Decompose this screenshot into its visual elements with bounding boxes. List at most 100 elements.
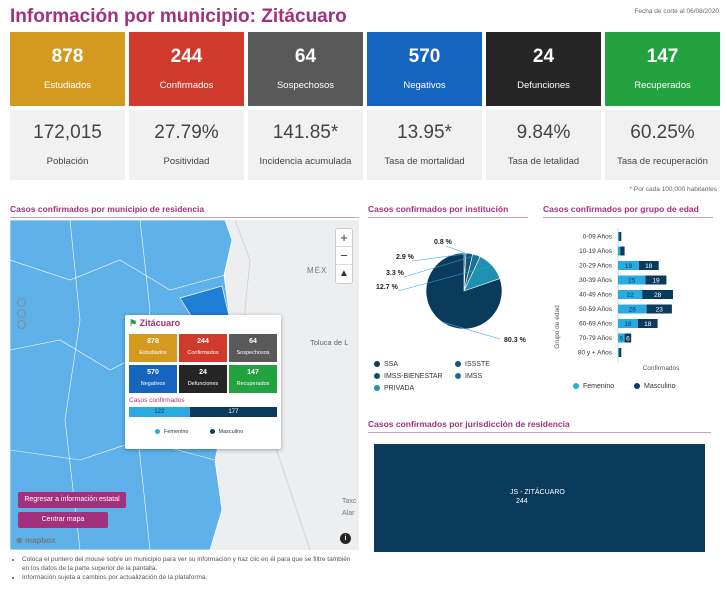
legend-label: ISSSTE bbox=[465, 361, 490, 368]
fem-bar[interactable] bbox=[618, 333, 625, 343]
stat-recuperacion: 60.25% Tasa de recuperación bbox=[605, 110, 720, 180]
popup-sex-bar: 122 177 bbox=[129, 407, 277, 417]
card-label: Recuperados bbox=[634, 80, 691, 91]
legend-imss-bienestar[interactable]: IMSS-BIENESTAR bbox=[374, 373, 443, 380]
regresar-button[interactable]: Regresar a información estatal bbox=[18, 492, 126, 508]
popup-card-value: 570 bbox=[147, 369, 159, 376]
fem-bar[interactable] bbox=[618, 246, 621, 256]
card-recuperados: 147 Recuperados bbox=[605, 32, 720, 106]
card-negativos: 570 Negativos bbox=[367, 32, 482, 106]
popup-fem-bar: 122 bbox=[129, 407, 190, 417]
masc-bar[interactable] bbox=[645, 275, 667, 285]
stat-letalidad: 9.84% Tasa de letalidad bbox=[486, 110, 601, 180]
issste-dot-icon bbox=[455, 361, 461, 368]
card-value: 24 bbox=[532, 46, 555, 67]
pie-leader-line bbox=[403, 254, 477, 278]
masc-bar-label: 6 bbox=[626, 336, 630, 343]
fem-bar[interactable] bbox=[618, 348, 620, 357]
imss-bienestar-dot-icon bbox=[374, 373, 380, 380]
card-value: 570 bbox=[408, 46, 441, 67]
pie-label-0: 0.8 % bbox=[434, 239, 453, 246]
imss-dot-icon bbox=[455, 373, 461, 380]
stat-label: Positividad bbox=[163, 156, 210, 167]
legend-label: IMSS bbox=[465, 373, 483, 380]
popup-card-value: 878 bbox=[147, 338, 159, 345]
pie-label-2: 3.3 % bbox=[386, 270, 405, 277]
masc-bar[interactable] bbox=[619, 348, 622, 357]
fem-bar-label: 19 bbox=[625, 263, 633, 270]
fem-bar-label: 18 bbox=[624, 321, 632, 328]
footer-notes: Coloca el puntero del mouse sobre un mun… bbox=[16, 555, 352, 582]
card-label: Confirmados bbox=[159, 80, 214, 91]
masc-bar[interactable] bbox=[619, 232, 622, 241]
institucion-pie-chart: 0.8 % 2.9 % 3.3 % 12.7 % 80.3 % bbox=[376, 239, 527, 344]
cutoff-date: Fecha de corte al 06/08/2020 bbox=[634, 8, 719, 15]
municipality-popup: ⚑ Zitácuaro 878 Estudiados 244 Confirmad… bbox=[125, 315, 281, 449]
edad-y-axis-label: Grupo de edad bbox=[554, 305, 561, 349]
mapbox-attribution[interactable]: ⊛ mapbox bbox=[16, 536, 56, 545]
age-group-label: 80 y + Años bbox=[578, 350, 613, 357]
municipality-map[interactable]: MÉX Toluca de L Taxc Alar + − ▲ ⚑ Zitácu… bbox=[10, 220, 359, 550]
femenino-dot-icon bbox=[573, 383, 579, 390]
legend-label: IMSS-BIENESTAR bbox=[384, 373, 443, 380]
fem-bar[interactable] bbox=[618, 261, 639, 270]
map-marker[interactable] bbox=[17, 298, 26, 329]
popup-card-value: 244 bbox=[197, 338, 209, 345]
fem-bar[interactable] bbox=[618, 304, 647, 314]
jurisdiccion-treemap[interactable]: JS - ZITÁCUARO 244 bbox=[374, 444, 705, 552]
masc-bar[interactable] bbox=[638, 261, 659, 270]
fem-bar[interactable] bbox=[618, 232, 620, 241]
page-title: Información por municipio: Zitácuaro bbox=[10, 6, 347, 27]
masc-bar[interactable] bbox=[637, 319, 658, 328]
section-title-institucion: Casos confirmados por institución bbox=[368, 204, 528, 218]
fem-bar-label: 26 bbox=[629, 307, 637, 314]
info-button[interactable]: i bbox=[340, 533, 351, 544]
card-label: Sospechosos bbox=[276, 80, 335, 91]
pie-label-4: 80.3 % bbox=[504, 337, 527, 344]
jurisdiccion-label: JS - ZITÁCUARO 244 bbox=[510, 488, 565, 506]
fem-bar[interactable] bbox=[618, 319, 638, 328]
age-group-label: 20-29 Años bbox=[579, 263, 613, 270]
privada-dot-icon bbox=[374, 385, 380, 392]
masc-bar[interactable] bbox=[620, 246, 625, 256]
legend-imss[interactable]: IMSS bbox=[455, 373, 482, 380]
stat-label: Incidencia acumulada bbox=[259, 156, 352, 167]
card-label: Negativos bbox=[403, 80, 446, 91]
card-value: 64 bbox=[294, 46, 317, 67]
masc-bar-label: 18 bbox=[644, 321, 652, 328]
stat-value: 60.25% bbox=[630, 122, 695, 143]
pie-leader-line bbox=[397, 265, 493, 292]
fem-bar[interactable] bbox=[618, 275, 646, 285]
stat-label: Tasa de letalidad bbox=[507, 156, 580, 167]
popup-card-label: Recuperados bbox=[236, 381, 270, 387]
zoom-in-button[interactable]: + bbox=[336, 229, 352, 247]
legend-masculino[interactable]: Masculino bbox=[634, 383, 676, 390]
legend-femenino[interactable]: Femenino bbox=[573, 383, 614, 390]
masc-bar[interactable] bbox=[624, 333, 632, 343]
card-value: 878 bbox=[51, 46, 84, 67]
zoom-out-button[interactable]: − bbox=[336, 247, 352, 265]
masc-bar[interactable] bbox=[646, 304, 672, 314]
popup-card-label: Defunciones bbox=[187, 381, 219, 387]
legend-issste[interactable]: ISSSTE bbox=[455, 361, 490, 368]
pie-slice[interactable] bbox=[425, 252, 503, 330]
stat-value: 141.85* bbox=[272, 122, 339, 143]
pie-leader-line bbox=[441, 321, 501, 340]
popup-card-defunciones: 24 Defunciones bbox=[179, 365, 227, 393]
centrar-mapa-button[interactable]: Centrar mapa bbox=[18, 512, 108, 528]
age-group-label: 50-59 Años bbox=[579, 306, 613, 313]
legend-label: SSA bbox=[384, 361, 399, 368]
map-label-alarcon: Alar bbox=[342, 510, 355, 517]
popup-legend: Femenino Masculino bbox=[155, 429, 243, 435]
legend-ssa[interactable]: SSA bbox=[374, 361, 398, 368]
popup-card-confirmados: 244 Confirmados bbox=[179, 334, 227, 362]
popup-card-sospechosos: 64 Sospechosos bbox=[229, 334, 277, 362]
fem-bar[interactable] bbox=[618, 290, 643, 299]
edad-x-axis-label: Confirmados bbox=[643, 365, 681, 372]
age-group-label: 0-09 Años bbox=[583, 234, 613, 241]
masc-bar[interactable] bbox=[642, 290, 673, 299]
edad-bar-chart: Grupo de edad 0-09 Años 10-19 Años 20-29 A… bbox=[554, 228, 681, 372]
age-group-label: 70-79 Años bbox=[579, 335, 613, 342]
compass-button[interactable]: ▲ bbox=[339, 268, 349, 279]
legend-privada[interactable]: PRIVADA bbox=[374, 385, 414, 392]
